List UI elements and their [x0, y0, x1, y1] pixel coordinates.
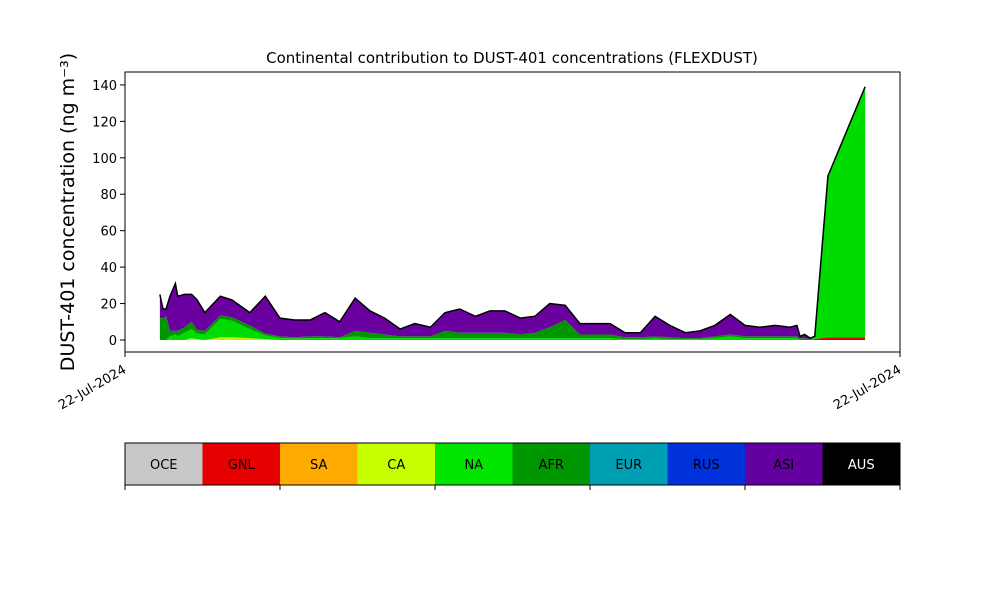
colorbar-cell: [125, 443, 203, 485]
y-tick-label: 20: [100, 298, 117, 313]
colorbar-label: CA: [387, 458, 405, 473]
colorbar-label: OCE: [150, 458, 178, 473]
y-tick-label: 120: [92, 115, 117, 130]
y-tick-label: 60: [100, 225, 117, 240]
colorbar-label: ASI: [773, 458, 794, 473]
colorbar-label: GNL: [228, 458, 256, 473]
colorbar-cell: [280, 443, 358, 485]
colorbar-label: SA: [310, 458, 327, 473]
colorbar-cell: [435, 443, 513, 485]
colorbar-cell: [512, 443, 590, 485]
y-tick-label: 80: [100, 188, 117, 203]
area: [159, 337, 866, 340]
colorbar-cell: [202, 443, 280, 485]
colorbar-cell: [745, 443, 823, 485]
colorbar-frame: [124, 442, 901, 486]
colorbar-cell: [357, 443, 435, 485]
colorbar-cell: [667, 443, 745, 485]
outline: [159, 86, 866, 339]
colorbar-label: AFR: [539, 458, 564, 473]
plot-frame: [124, 71, 901, 353]
colorbar-cell: [822, 443, 900, 485]
y-tick-label: 0: [109, 334, 117, 349]
y-tick-label: 140: [92, 79, 117, 94]
colorbar-label: RUS: [693, 458, 720, 473]
colorbar-cell: [590, 443, 668, 485]
colorbar-label: NA: [464, 458, 483, 473]
chart-title: Continental contribution to DUST-401 con…: [266, 49, 758, 67]
colorbar-label: AUS: [848, 458, 875, 473]
colorbar-label: EUR: [615, 458, 642, 473]
y-tick-label: 100: [92, 152, 117, 167]
y-tick-label: 40: [100, 261, 117, 276]
y-axis-label: DUST-401 concentration (ng m⁻³): [57, 53, 79, 371]
area: [159, 86, 866, 340]
